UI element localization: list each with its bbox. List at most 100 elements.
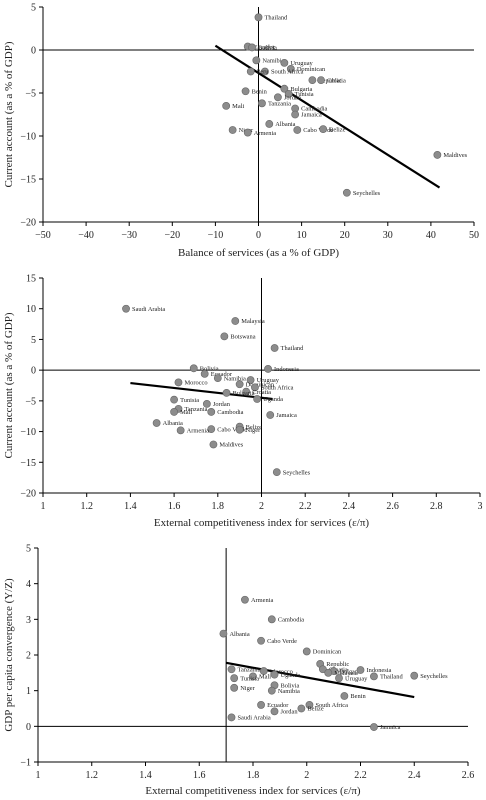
x-tick-label: 1.4	[139, 770, 152, 781]
point-label-ecuador: Ecuador	[254, 44, 276, 51]
x-tick-label: 2	[304, 770, 309, 781]
point-label-republic: Republic	[326, 661, 349, 668]
point-label-cabo-verde: Cabo Verde	[303, 127, 333, 134]
point-label-uruguay: Uruguay	[290, 60, 313, 67]
x-tick-label: 2	[259, 501, 264, 512]
y-tick-label: −20	[20, 489, 36, 500]
x-tick-label: −50	[35, 230, 51, 241]
y-tick-label: −15	[20, 175, 36, 186]
point-bulgaria	[222, 388, 231, 397]
y-tick-label: 15	[26, 274, 36, 285]
x-tick-label: 1.2	[86, 770, 99, 781]
point-bolivia	[189, 364, 198, 373]
point-saudi-arabia	[227, 713, 236, 722]
point-benin	[241, 87, 250, 96]
x-axis-title: External competitiveness index for servi…	[154, 517, 369, 529]
point-morocco	[259, 667, 268, 675]
point-label-tunisia: Tunisia	[180, 397, 199, 404]
point-label-dominican: Dominican	[246, 381, 275, 388]
point-label-belize: Belize	[307, 706, 323, 713]
y-tick-label: −5	[25, 396, 36, 407]
point-south-africa	[305, 701, 314, 709]
point-label-uruguay: Uruguay	[345, 675, 368, 682]
x-tick-label: −20	[164, 230, 180, 241]
point-bulgaria	[280, 84, 289, 93]
y-tick-label: −15	[20, 458, 36, 469]
point-label-namibia: Namibia	[278, 688, 300, 695]
point-namibia	[252, 56, 261, 65]
point-label-jordan: Jordan	[284, 95, 302, 102]
point-label-albania: Albania	[229, 631, 249, 638]
point-label-armenia: Armenia	[251, 597, 274, 604]
point-dominican	[286, 65, 295, 73]
point-label-malaysia: Malaysia	[334, 670, 358, 677]
point-label-bulgaria: Bulgaria	[233, 390, 255, 397]
point-belize	[319, 125, 328, 134]
x-tick-label: 20	[340, 230, 350, 241]
x-tick-label: 10	[297, 230, 307, 241]
point-label-bolivia: Bolivia	[258, 45, 277, 52]
point-seychelles	[410, 671, 419, 680]
point-label-armenia: Armenia	[254, 130, 277, 137]
point-label-seychelles: Seychelles	[353, 190, 381, 197]
y-tick-label: −5	[25, 89, 36, 100]
point-label-south-africa: South Africa	[315, 702, 348, 709]
point-label-jordan: Jordan	[213, 401, 231, 408]
point-armenia	[243, 128, 252, 137]
x-tick-label: 2.8	[430, 501, 443, 512]
point-jamaica	[266, 411, 275, 419]
point-niger	[228, 126, 237, 134]
point-label-bolivia: Bolivia	[200, 366, 219, 373]
y-axis-title: GDP per capita convergence (Y/Z)	[3, 578, 15, 732]
point-mali	[170, 408, 178, 416]
point-jordan	[273, 93, 282, 102]
point-dominican	[302, 647, 311, 656]
point-label-indonesia: Indonesia	[274, 366, 299, 373]
point-label-cambodia: Cambodia	[301, 106, 327, 113]
point-label-dominican: Dominican	[313, 649, 342, 656]
chart-panel-3: 1 1.2 1.4 1.6 1.8 2 2.2 2.4 2.6 5 4 3 2 1 0 −1 External …	[3, 544, 474, 798]
point-label-mali: Mali	[259, 674, 271, 681]
point-croatia	[318, 665, 327, 674]
point-albania	[265, 120, 274, 128]
point-ecuador	[257, 701, 265, 709]
point-label-armenia: Armenia	[187, 428, 210, 435]
x-tick-label: 1.6	[168, 501, 181, 512]
point-morocco	[174, 378, 183, 387]
y-tick-label: 2	[26, 651, 31, 662]
point-label-namibia: Namibia	[262, 58, 284, 65]
chart-panel-2: 1 1.2 1.4 1.6 1.8 2 2.2 2.4 2.6 2.8 3 15 10 5 0 −5 −10 −1…	[3, 274, 483, 530]
x-tick-label: 2.2	[354, 770, 367, 781]
point-saudi-arabia	[122, 304, 130, 313]
x-tick-label: 2.6	[386, 501, 399, 512]
y-tick-label: −10	[20, 132, 36, 143]
point-south-africa	[251, 383, 259, 392]
x-tick-label: 2.6	[462, 770, 475, 781]
point-malaysia	[231, 317, 240, 325]
point-label-thailand: Thailand	[380, 674, 404, 681]
y-tick-label: 5	[31, 335, 36, 346]
point-albania	[152, 419, 161, 427]
trend-line	[214, 44, 441, 189]
point-label-tanzania: Tanzania	[238, 666, 261, 673]
point-label-croatia: Croatia	[327, 77, 346, 84]
point-label-albania: Albania	[163, 420, 183, 427]
x-axis-title: Balance of services (as a % of GDP)	[178, 247, 339, 259]
point-seychelles	[342, 188, 351, 197]
point-label-benin: Benin	[350, 693, 366, 700]
point-label-thailand: Thailand	[281, 345, 305, 352]
x-tick-label: 1.6	[193, 770, 206, 781]
point-label-peru: Peru	[257, 69, 270, 76]
point-label-thailand: Thailand	[265, 15, 289, 22]
point-label-indonesia: Indonesia	[367, 667, 392, 674]
point-label-ecuador: Ecuador	[211, 371, 233, 378]
point-label-malaysia: Malaysia	[241, 318, 265, 325]
point-cabo-verde	[293, 126, 302, 134]
point-tunisia	[170, 395, 178, 404]
chart-panel-1: −50 −40 −30 −20 −10 0 10 20 30 40 5050−5−10−15−20B…	[3, 3, 479, 260]
point-thailand	[370, 672, 378, 681]
point-label-jamaica: Jamaica	[301, 112, 322, 119]
point-label-republic: Republic	[318, 77, 341, 84]
y-tick-label: 1	[26, 686, 31, 697]
point-maldives	[209, 440, 218, 449]
